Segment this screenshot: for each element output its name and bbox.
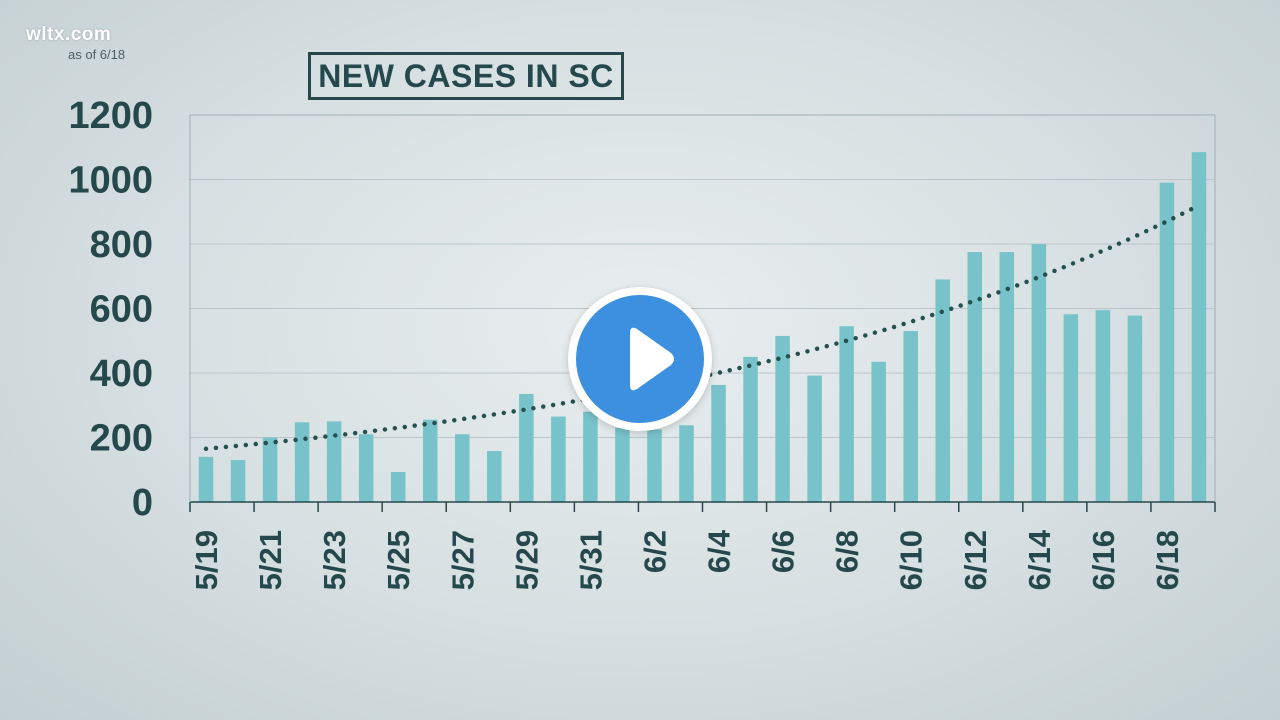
bar — [967, 252, 983, 502]
bar — [1095, 310, 1111, 502]
bar — [999, 252, 1015, 502]
x-tick-labels: 5/19 5/21 5/23 5/25 5/27 5/29 5/31 6/2 6/4 6/6 6/8… — [189, 529, 1185, 590]
bar — [935, 279, 950, 502]
x-tick-label: 6/16 — [1086, 530, 1121, 590]
x-tick-label: 5/21 — [253, 530, 288, 590]
x-tick-label: 6/14 — [1022, 529, 1057, 590]
bar — [903, 331, 918, 502]
bar — [551, 416, 566, 502]
play-button[interactable] — [568, 287, 712, 431]
x-tick-label: 5/29 — [509, 530, 544, 590]
x-tick-label: 6/8 — [830, 530, 865, 573]
bar — [230, 460, 246, 502]
bar — [390, 472, 406, 502]
bar — [1191, 152, 1207, 502]
y-tick-label: 0 — [132, 482, 153, 524]
brand-logo: wltx.com — [26, 24, 112, 45]
bar — [1031, 244, 1047, 502]
bar — [775, 335, 790, 502]
bar — [455, 434, 470, 502]
bar — [1127, 315, 1143, 502]
bar — [583, 411, 598, 502]
x-tick-label: 6/12 — [958, 530, 993, 590]
bar — [743, 356, 758, 502]
x-tick-label: 6/6 — [766, 530, 801, 573]
x-tick-label: 5/23 — [317, 530, 352, 590]
chart-title: NEW CASES IN SC — [308, 52, 624, 100]
bar — [1159, 182, 1175, 502]
bar — [262, 437, 278, 502]
bar — [198, 456, 214, 502]
y-tick-label: 1200 — [68, 95, 153, 137]
x-tick-label: 6/4 — [702, 529, 737, 573]
x-tick-label: 5/25 — [381, 530, 416, 590]
bar — [294, 422, 310, 502]
bar — [871, 361, 886, 502]
bars — [198, 152, 1207, 502]
bar — [1063, 314, 1079, 502]
bar — [326, 421, 342, 502]
play-icon — [630, 327, 674, 391]
x-tick-label: 5/27 — [445, 530, 480, 590]
source-note: as of 6/18 — [68, 47, 126, 62]
bar — [807, 375, 822, 502]
x-tick-label: 6/2 — [637, 530, 672, 573]
y-tick-label: 600 — [90, 289, 153, 331]
x-tick-label: 5/19 — [189, 530, 224, 590]
bar — [358, 434, 374, 502]
y-tick-label: 1000 — [68, 160, 153, 202]
bar — [519, 393, 534, 502]
play-button-circle[interactable] — [576, 295, 704, 423]
bar — [839, 326, 854, 502]
x-tick-label: 6/10 — [894, 530, 929, 590]
axes — [189, 114, 1216, 512]
x-tick-label: 5/31 — [573, 530, 608, 590]
y-tick-label: 200 — [90, 418, 153, 460]
x-tick-label: 6/18 — [1150, 530, 1185, 590]
bar — [647, 429, 662, 502]
bar — [711, 384, 726, 502]
bar — [615, 427, 630, 502]
bar — [422, 419, 438, 502]
y-tick-label: 800 — [90, 224, 153, 266]
y-tick-label: 400 — [90, 353, 153, 395]
bar — [487, 451, 502, 502]
y-tick-labels: 0 200 400 600 800 1000 1200 — [68, 95, 153, 524]
bar — [679, 425, 694, 502]
